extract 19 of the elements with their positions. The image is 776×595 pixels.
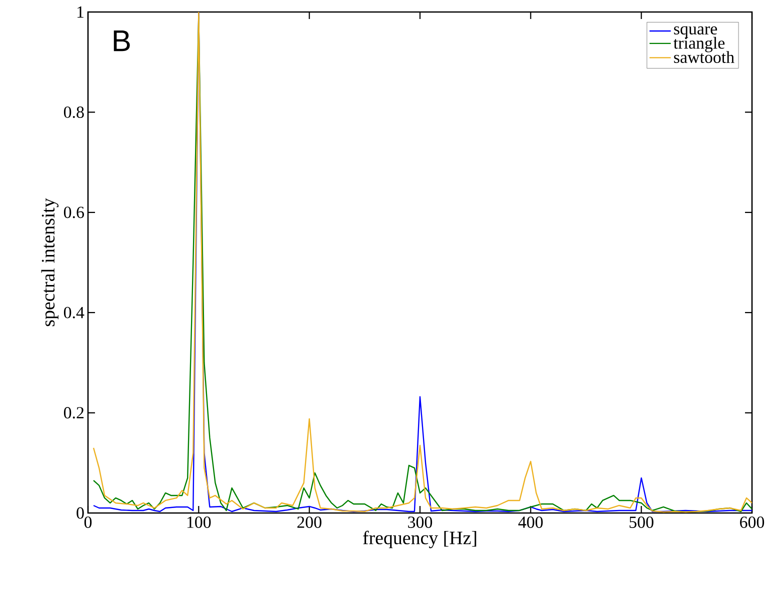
y-axis-title: spectral intensity	[41, 198, 58, 326]
y-tick-label: 0.8	[64, 106, 84, 118]
legend-label: square	[674, 26, 717, 38]
y-tick-label: 0.4	[64, 306, 84, 318]
annotation: B	[114, 30, 130, 52]
y-tick-label: 1	[77, 6, 84, 18]
legend-label: sawtooth	[674, 51, 734, 63]
y-tick-label: 0.2	[64, 407, 84, 419]
x-tick-label: 500	[630, 516, 654, 528]
x-tick-label: 400	[518, 516, 543, 528]
x-tick-label: 0	[84, 516, 92, 528]
x-tick-label: 100	[187, 516, 211, 528]
legend-label: triangle	[674, 36, 725, 52]
y-tick-label: 0.6	[64, 206, 84, 218]
x-axis-title: frequency [Hz]	[363, 530, 476, 548]
y-tick-label: 0	[76, 507, 84, 519]
x-tick-label: 200	[297, 516, 322, 528]
x-tick-label: 300	[408, 516, 432, 528]
x-tick-label: 600	[740, 516, 764, 528]
